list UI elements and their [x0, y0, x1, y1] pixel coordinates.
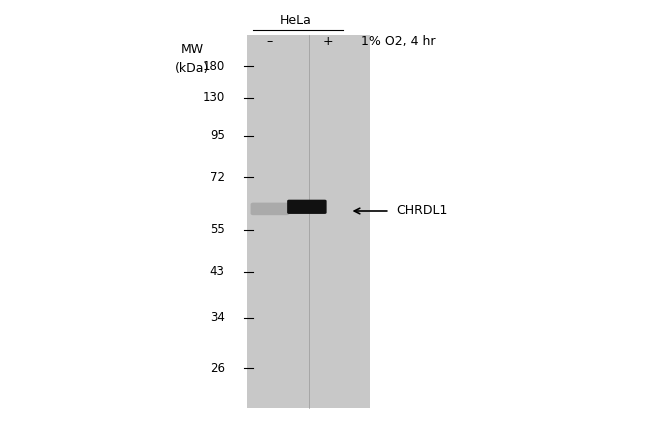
Text: MW: MW	[181, 43, 204, 56]
Text: 180: 180	[202, 60, 225, 73]
Text: 72: 72	[210, 171, 225, 184]
Text: +: +	[323, 35, 333, 48]
Bar	[248, 35, 370, 408]
Text: (kDa): (kDa)	[175, 62, 209, 75]
Text: CHRDL1: CHRDL1	[396, 205, 448, 217]
Text: 43: 43	[210, 265, 225, 278]
Text: HeLa: HeLa	[280, 14, 312, 27]
FancyBboxPatch shape	[250, 203, 289, 215]
Text: 34: 34	[210, 311, 225, 325]
Text: 130: 130	[202, 91, 225, 104]
Text: 55: 55	[210, 223, 225, 236]
Text: –: –	[267, 35, 273, 48]
Text: 1% O2, 4 hr: 1% O2, 4 hr	[361, 35, 435, 48]
Text: 95: 95	[210, 129, 225, 142]
FancyBboxPatch shape	[287, 200, 326, 214]
Text: 26: 26	[210, 362, 225, 375]
